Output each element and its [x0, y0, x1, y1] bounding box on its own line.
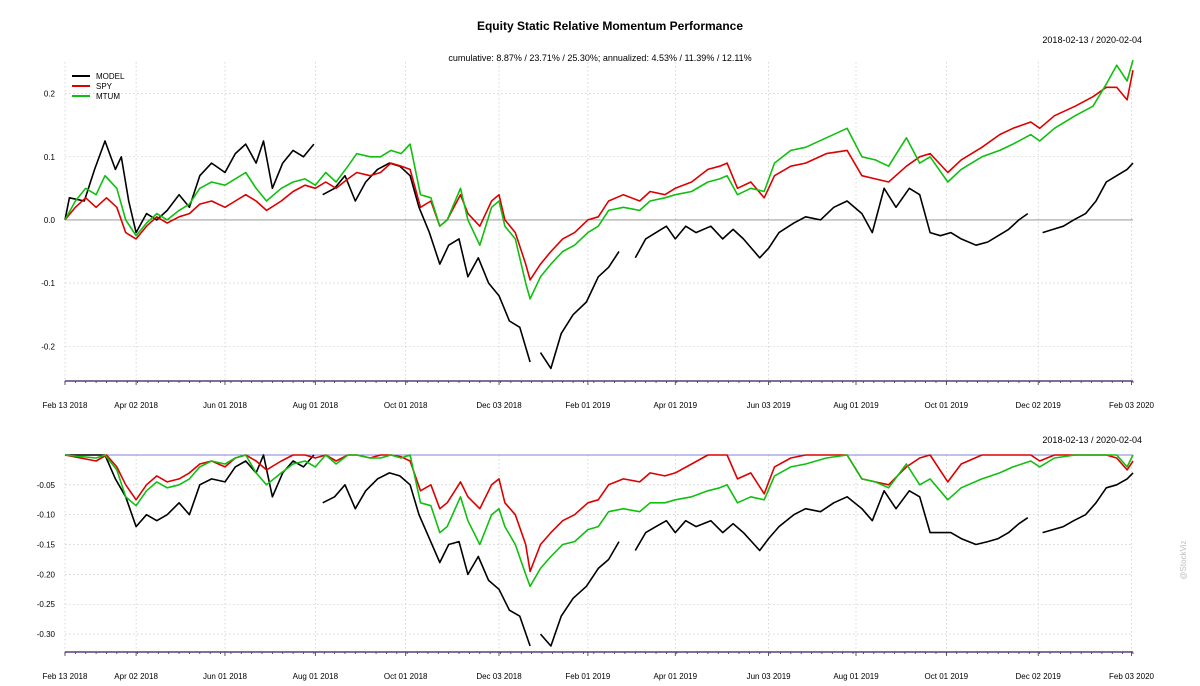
- y-tick-label: 0.2: [44, 90, 56, 99]
- series-line-model: [64, 140, 1134, 370]
- top-date-range: 2018-02-13 / 2020-02-04: [1042, 35, 1142, 45]
- drawdown-panel: -0.05 -0.10 -0.15 -0.20 -0.25 -0.30 Feb 13 201…: [37, 454, 1155, 681]
- bottom-date-range: 2018-02-13 / 2020-02-04: [1042, 435, 1142, 445]
- x-tick-label: Apr 01 2019: [653, 672, 697, 681]
- x-tick-label: Jun 03 2019: [747, 401, 792, 410]
- x-tick-label: Feb 13 2018: [43, 401, 88, 410]
- series-line-mtum: [64, 454, 1134, 588]
- x-tick-label: Oct 01 2019: [925, 672, 969, 681]
- x-tick-label: Oct 01 2019: [925, 401, 969, 410]
- x-tick-label: Feb 01 2019: [565, 401, 610, 410]
- legend-label-spy: SPY: [96, 82, 113, 91]
- y-tick-label: -0.10: [37, 511, 56, 520]
- chart-title: Equity Static Relative Momentum Performa…: [477, 19, 743, 33]
- y-tick-label: -0.25: [37, 600, 56, 609]
- x-tick-label: Aug 01 2018: [293, 401, 339, 410]
- x-tick-label: Aug 01 2019: [833, 672, 879, 681]
- x-tick-label: Oct 01 2018: [384, 401, 428, 410]
- chart-subtitle: cumulative: 8.87% / 23.71% / 25.30%; ann…: [448, 53, 751, 63]
- x-tick-label: Jun 01 2018: [203, 401, 248, 410]
- x-tick-label: Feb 13 2018: [43, 672, 88, 681]
- y-tick-label: 0.0: [44, 216, 56, 225]
- x-tick-label: Aug 01 2018: [293, 672, 339, 681]
- x-tick-label: Feb 03 2020: [1109, 401, 1154, 410]
- x-tick-label: Feb 03 2020: [1109, 672, 1154, 681]
- y-tick-label: -0.20: [37, 570, 56, 579]
- x-tick-label: Dec 03 2018: [476, 401, 522, 410]
- x-tick-label: Apr 02 2018: [114, 401, 158, 410]
- series-line-model: [65, 454, 1134, 647]
- y-tick-label: -0.1: [41, 279, 55, 288]
- watermark: @StockViz: [1179, 540, 1188, 579]
- y-tick-label: -0.15: [37, 541, 56, 550]
- x-tick-label: Aug 01 2019: [833, 401, 879, 410]
- y-tick-label: 0.1: [44, 153, 56, 162]
- x-tick-label: Dec 03 2018: [476, 672, 522, 681]
- series-line-mtum: [64, 59, 1134, 300]
- x-tick-label: Feb 01 2019: [565, 672, 610, 681]
- x-tick-label: Jun 01 2018: [203, 672, 248, 681]
- y-tick-label: -0.05: [37, 481, 56, 490]
- legend-label-mtum: MTUM: [96, 92, 120, 101]
- x-tick-label: Dec 02 2019: [1016, 672, 1062, 681]
- x-tick-label: Apr 02 2018: [114, 672, 158, 681]
- y-tick-label: -0.2: [41, 342, 55, 351]
- x-tick-label: Oct 01 2018: [384, 672, 428, 681]
- x-tick-label: Apr 01 2019: [653, 401, 697, 410]
- y-tick-label: -0.30: [37, 630, 56, 639]
- series-line-spy: [64, 70, 1134, 281]
- x-tick-label: Jun 03 2019: [747, 672, 792, 681]
- x-tick-label: Dec 02 2019: [1016, 401, 1062, 410]
- performance-panel: 0.2 0.1 0.0 -0.1 -0.2 Feb 13 2018 Apr 02 2018 J…: [41, 59, 1155, 410]
- legend-label-model: MODEL: [96, 72, 125, 81]
